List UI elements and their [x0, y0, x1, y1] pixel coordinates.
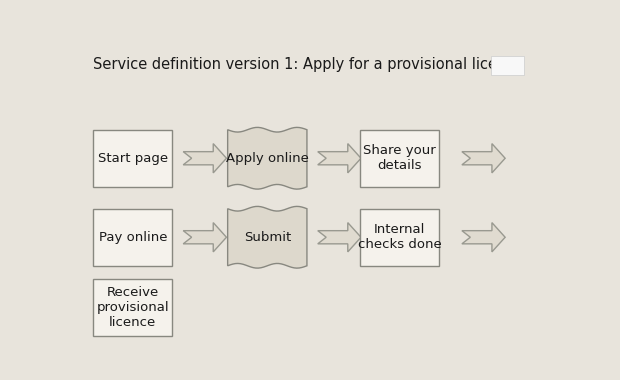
FancyBboxPatch shape	[93, 279, 172, 336]
Text: Internal
checks done: Internal checks done	[358, 223, 441, 251]
FancyBboxPatch shape	[93, 130, 172, 187]
Polygon shape	[228, 127, 307, 189]
Text: Apply online: Apply online	[226, 152, 309, 165]
Text: Service definition version 1: Apply for a provisional licence: Service definition version 1: Apply for …	[93, 57, 523, 72]
Polygon shape	[184, 223, 226, 252]
Polygon shape	[317, 144, 361, 173]
Text: Receive
provisional
licence: Receive provisional licence	[97, 286, 169, 329]
Text: Share your
details: Share your details	[363, 144, 436, 172]
Polygon shape	[228, 206, 307, 268]
FancyBboxPatch shape	[93, 209, 172, 266]
Polygon shape	[317, 223, 361, 252]
Text: Pay online: Pay online	[99, 231, 167, 244]
Text: Submit: Submit	[244, 231, 291, 244]
FancyBboxPatch shape	[360, 209, 439, 266]
FancyBboxPatch shape	[360, 130, 439, 187]
Text: Start page: Start page	[98, 152, 168, 165]
Polygon shape	[462, 144, 505, 173]
Polygon shape	[462, 223, 505, 252]
FancyBboxPatch shape	[491, 56, 525, 75]
Polygon shape	[184, 144, 226, 173]
